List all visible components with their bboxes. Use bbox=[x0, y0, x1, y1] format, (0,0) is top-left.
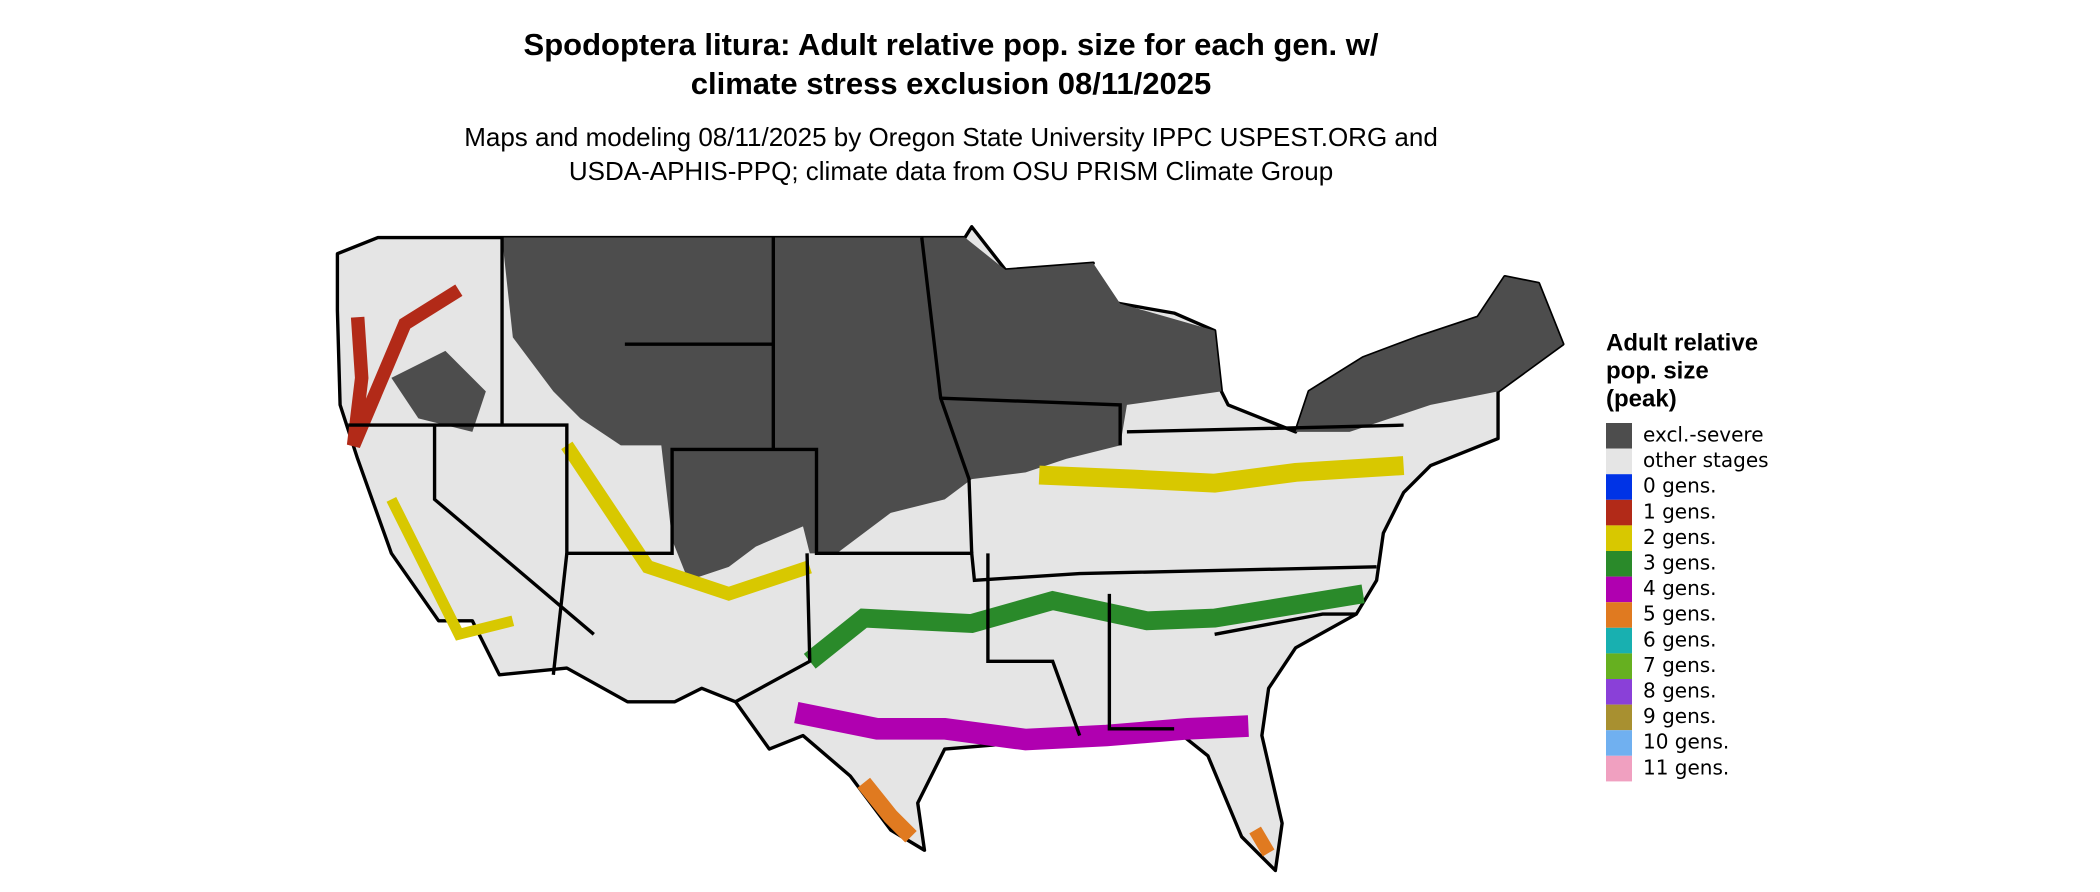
excluded-region bbox=[502, 237, 1222, 581]
legend-label: 9 gens. bbox=[1643, 704, 1717, 728]
legend-title: (peak) bbox=[1606, 385, 1677, 412]
excluded-region bbox=[1295, 276, 1563, 432]
legend-swatch bbox=[1606, 525, 1632, 551]
subtitle-line: Maps and modeling 08/11/2025 by Oregon S… bbox=[464, 122, 1438, 152]
legend-label: 11 gens. bbox=[1643, 755, 1729, 779]
legend-swatch bbox=[1606, 448, 1632, 475]
legend-label: 6 gens. bbox=[1643, 627, 1717, 651]
title-line: climate stress exclusion 08/11/2025 bbox=[691, 66, 1211, 101]
legend-swatch bbox=[1606, 423, 1632, 449]
legend-swatch bbox=[1606, 474, 1632, 500]
gen-band bbox=[794, 702, 1249, 751]
legend-title: pop. size bbox=[1606, 357, 1709, 384]
legend-label: 8 gens. bbox=[1643, 679, 1717, 703]
legend-swatch bbox=[1606, 499, 1632, 526]
legend-swatch bbox=[1606, 551, 1632, 577]
subtitle-line: USDA-APHIS-PPQ; climate data from OSU PR… bbox=[569, 156, 1333, 186]
legend-label: 1 gens. bbox=[1643, 499, 1717, 523]
gen-band bbox=[1038, 456, 1405, 493]
legend-label: 4 gens. bbox=[1643, 576, 1717, 600]
legend-swatch bbox=[1606, 730, 1632, 756]
map bbox=[335, 225, 1565, 873]
title-line: Spodoptera litura: Adult relative pop. s… bbox=[524, 27, 1379, 62]
gen-band bbox=[803, 584, 1365, 669]
gen-band bbox=[386, 496, 515, 641]
legend-swatch bbox=[1606, 755, 1632, 782]
gen-band bbox=[1249, 826, 1275, 857]
legend-swatch bbox=[1606, 679, 1632, 705]
legend-label: 3 gens. bbox=[1643, 551, 1717, 575]
legend-label: 5 gens. bbox=[1643, 602, 1717, 626]
legend-title: Adult relative bbox=[1606, 329, 1758, 356]
legend-swatch bbox=[1606, 576, 1632, 603]
legend-label: 10 gens. bbox=[1643, 730, 1729, 754]
state-lines bbox=[348, 237, 1404, 737]
legend-swatch bbox=[1606, 704, 1632, 731]
legend-swatch bbox=[1606, 627, 1632, 654]
gen-band bbox=[857, 777, 917, 843]
gen-band bbox=[346, 284, 463, 448]
legend-label: 7 gens. bbox=[1643, 653, 1717, 677]
legend-label: 2 gens. bbox=[1643, 525, 1717, 549]
legend-label: 0 gens. bbox=[1643, 474, 1717, 498]
excluded-region bbox=[391, 350, 486, 432]
gen-band bbox=[561, 441, 812, 601]
legend-label: excl.-severe bbox=[1643, 423, 1764, 447]
legend-swatch bbox=[1606, 602, 1632, 628]
legend-swatch bbox=[1606, 653, 1632, 679]
legend-label: other stages bbox=[1643, 448, 1769, 472]
